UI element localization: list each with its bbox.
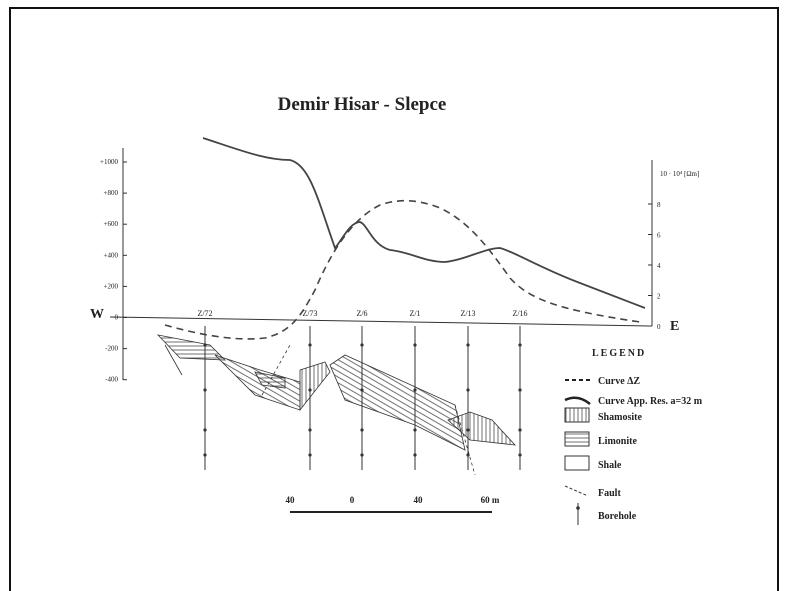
right-axis: 8 6 4 2 0 [648,201,661,331]
legend-item: Curve ΔZ [598,376,640,387]
legend-title: LEGEND [592,348,646,359]
borehole-marker [308,453,312,457]
legend-item: Borehole [598,511,637,522]
borehole-marker [518,453,522,457]
left-tick-label: +200 [104,282,119,290]
scale-label: 60 m [481,495,500,505]
borehole-marker [360,453,364,457]
legend-item: Shale [598,460,622,471]
title: Demir Hisar - Slepce [278,94,447,115]
borehole-marker [466,428,470,432]
legend-item: Curve App. Res. a=32 m [598,396,703,407]
borehole-marker [203,453,207,457]
left-tick-label: +400 [104,251,119,259]
legend-item: Fault [598,488,621,499]
borehole-label: Z/1 [409,309,420,318]
borehole-marker [308,388,312,392]
east-label: E [670,319,679,334]
borehole-marker [413,343,417,347]
borehole-marker [360,388,364,392]
borehole-marker [413,428,417,432]
borehole-marker [203,343,207,347]
scale-label: 40 [286,495,296,505]
scale-label: 0 [350,495,355,505]
borehole-marker [413,388,417,392]
borehole-marker [360,428,364,432]
right-tick-label: 8 [657,201,661,209]
left-axis: +1000 +800 +600 +400 +200 0 -200 -400 [100,158,127,384]
frame [9,7,779,591]
legend-item: Shamosite [598,412,642,423]
borehole-label: Z/13 [460,309,475,318]
borehole-marker [203,428,207,432]
borehole-marker [203,388,207,392]
right-tick-label: 4 [657,262,661,270]
borehole-label: Z/6 [356,309,367,318]
delta-z-curve [164,199,641,340]
borehole-label: Z/73 [302,309,317,318]
borehole-marker [413,453,417,457]
boreholes: Z/72 Z/73 Z/6 Z/1 Z/13 Z/16 [197,309,528,470]
borehole-marker [308,428,312,432]
scale-label: 40 [414,495,424,505]
right-tick-label: 2 [657,293,661,301]
right-tick-label: 6 [657,232,661,240]
borehole-marker [466,388,470,392]
right-axis-unit: 10 · 10⁴ [Ωm] [660,170,699,178]
borehole-label: Z/72 [197,309,212,318]
borehole-marker [466,453,470,457]
left-tick-label: +800 [104,189,119,197]
borehole-marker [518,428,522,432]
borehole-label: Z/16 [512,309,527,318]
left-tick-label: -200 [105,345,118,353]
borehole-marker [518,343,522,347]
left-tick-label: 0 [115,314,119,322]
legend-item: Limonite [598,436,637,447]
borehole-marker [360,343,364,347]
left-tick-label: -400 [105,376,118,384]
borehole-marker [308,343,312,347]
ore-bodies [156,334,517,476]
left-tick-label: +600 [104,220,119,228]
borehole-marker [518,388,522,392]
app-res-curve [202,137,646,309]
left-tick-label: +1000 [100,158,118,166]
borehole-marker [466,343,470,347]
legend: LEGEND Curve ΔZ Curve App. Res. a=32 m S… [564,348,703,525]
west-label: W [90,307,104,322]
scale: 40 0 40 60 m [286,495,500,505]
right-tick-label: 0 [657,323,661,331]
axes [109,148,653,380]
